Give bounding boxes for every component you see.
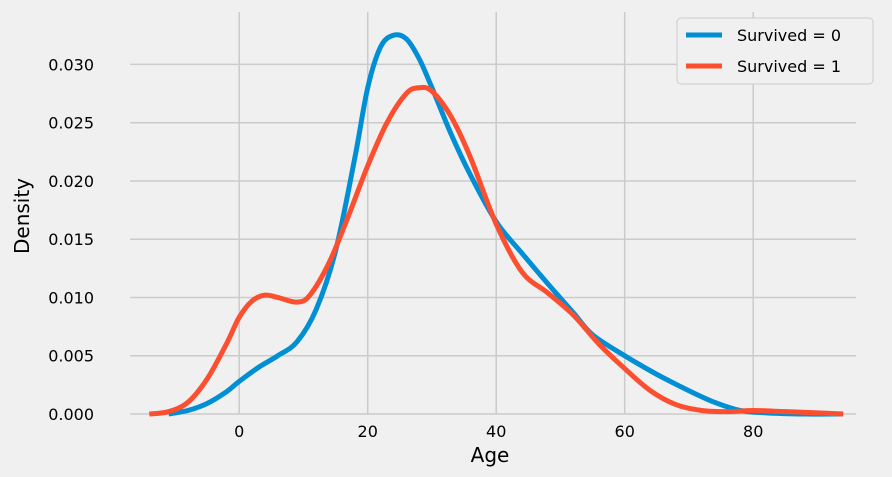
y-tick-label: 0.000 xyxy=(48,405,94,424)
y-tick-label: 0.020 xyxy=(48,172,94,191)
y-tick-label: 0.010 xyxy=(48,288,94,307)
y-tick-label: 0.005 xyxy=(48,347,94,366)
y-tick-label: 0.030 xyxy=(48,55,94,74)
legend-box xyxy=(676,17,874,85)
x-tick-label: 0 xyxy=(234,422,244,441)
x-tick-label: 80 xyxy=(743,422,763,441)
y-tick-label: 0.025 xyxy=(48,114,94,133)
grid xyxy=(130,12,856,415)
legend-label-survived-1: Survived = 1 xyxy=(737,57,841,76)
y-axis-title: Density xyxy=(10,178,34,254)
x-tick-label: 60 xyxy=(615,422,635,441)
legend-label-survived-0: Survived = 0 xyxy=(737,26,841,45)
series-line-survived-1 xyxy=(148,84,844,417)
x-axis-title: Age xyxy=(471,443,510,467)
y-tick-label: 0.015 xyxy=(48,230,94,249)
series-line-survived-0 xyxy=(168,32,844,417)
ticks: 0 20 40 60 80 0.000 0.005 0.010 0.015 0.020 0.025 0… xyxy=(48,55,763,441)
legend: Survived = 0 Survived = 1 xyxy=(676,17,874,85)
x-tick-label: 40 xyxy=(486,422,506,441)
x-tick-label: 20 xyxy=(358,422,378,441)
series-layer xyxy=(148,32,844,417)
